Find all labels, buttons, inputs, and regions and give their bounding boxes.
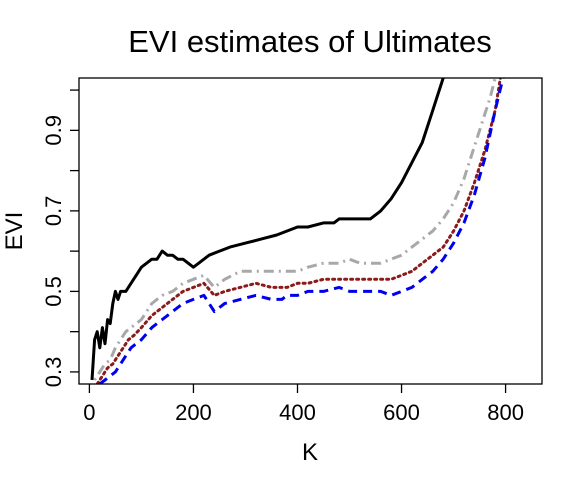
x-axis: 0 200 400 600 800 <box>83 384 524 425</box>
y-tick-label-6: 0.9 <box>41 115 66 146</box>
series-line-3 <box>98 78 505 384</box>
plot-area <box>78 77 543 385</box>
x-axis-label: K <box>302 439 318 466</box>
series-line-0 <box>90 78 445 381</box>
y-tick-label-2: 0.5 <box>41 276 66 307</box>
plot-frame <box>78 77 543 385</box>
y-tick-label-0: 0.3 <box>41 357 66 388</box>
x-tick-label-2: 400 <box>279 400 316 425</box>
x-tick-label-3: 600 <box>383 400 420 425</box>
chart-title: EVI estimates of Ultimates <box>128 24 492 59</box>
y-axis: 0.3 0.5 0.7 0.9 <box>41 89 79 388</box>
x-tick-label-0: 0 <box>83 400 95 425</box>
x-tick-label-4: 800 <box>487 400 524 425</box>
x-tick-label-1: 200 <box>175 400 212 425</box>
y-axis-label: EVI <box>1 212 28 251</box>
series-line-2 <box>95 78 502 384</box>
y-tick-label-4: 0.7 <box>41 196 66 227</box>
series-group <box>90 78 505 384</box>
series-line-1 <box>93 78 497 381</box>
